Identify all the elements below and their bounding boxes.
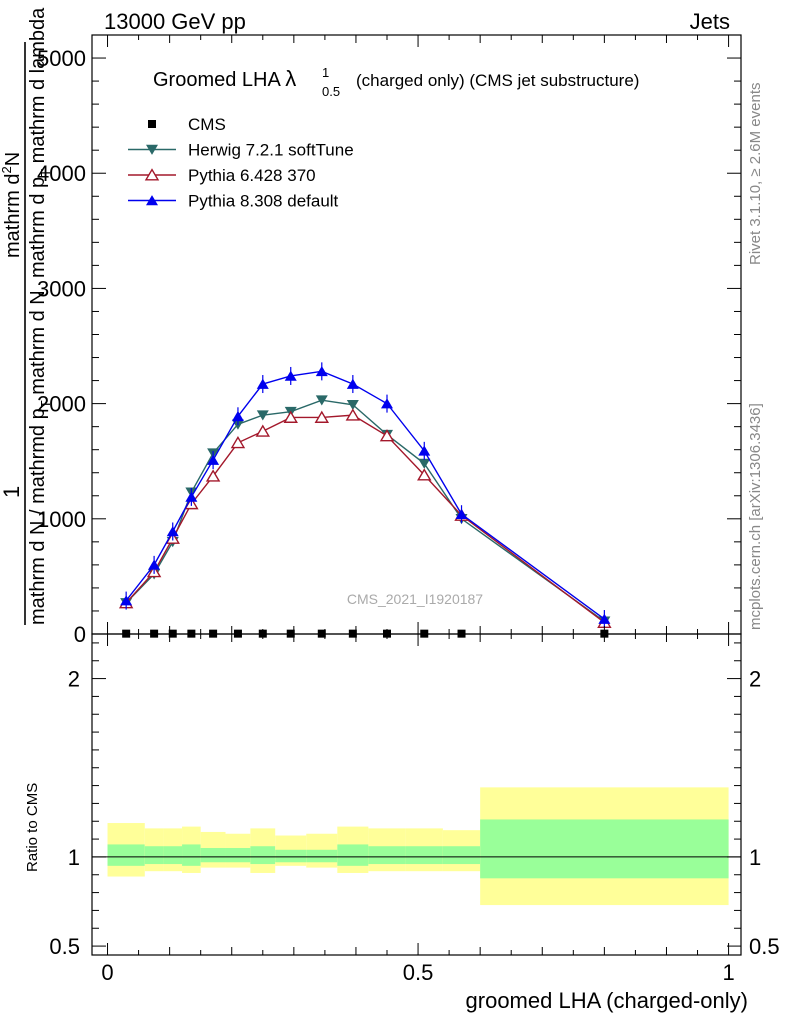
point-pythia8-3 xyxy=(185,491,198,502)
header-right: Jets xyxy=(690,9,730,34)
band-inner-12 xyxy=(442,846,481,865)
title-lambda-sub: 0.5 xyxy=(322,84,340,99)
y-tick-label-ratio-left-2: 2 xyxy=(68,667,80,692)
y-tick-label-ratio-left-0: 0.5 xyxy=(49,934,80,959)
point-pythia8-7 xyxy=(284,370,297,381)
point-pythia6-6 xyxy=(255,424,271,437)
y-axis-label-ratio: Ratio to CMS xyxy=(24,783,41,872)
point-pythia8-4 xyxy=(207,454,220,465)
y-tick-label-main-1: 1000 xyxy=(37,507,86,532)
point-herwig-11 xyxy=(418,458,431,469)
y-axis-label-main: 1 mathrm d2N mathrm d pT mathrm d lambda… xyxy=(0,7,53,625)
point-pythia6-10 xyxy=(379,429,395,442)
ylabel-numerator-1: mathrm d2N xyxy=(0,152,24,258)
ylabel-numerator-2: mathrm d pT mathrm d lambda xyxy=(27,7,53,278)
point-herwig-8 xyxy=(315,395,328,406)
band-inner-4 xyxy=(200,848,226,863)
series-line-herwig xyxy=(125,399,605,622)
point-pythia6-5 xyxy=(230,436,246,449)
legend-marker-cms xyxy=(148,120,156,128)
point-pythia8-8 xyxy=(315,365,328,377)
point-pythia8-2 xyxy=(166,526,179,537)
point-pythia8-1 xyxy=(148,559,161,570)
title-prefix: Groomed LHA xyxy=(153,69,285,91)
point-pythia8-5 xyxy=(231,410,244,422)
title-suffix: (charged only) (CMS jet substructure) xyxy=(356,71,639,90)
point-herwig-6 xyxy=(256,410,269,421)
band-inner-8 xyxy=(306,849,338,863)
title-lambda-sup: 1 xyxy=(322,65,329,80)
header-left: 13000 GeV pp xyxy=(104,9,246,34)
band-inner-1 xyxy=(144,846,164,865)
plot-axes: 0 0.5 1 0 1000 2000 3000 4000 5000 0.5 0.5 1 1 2 2 xyxy=(37,34,780,985)
x-tick-label-1: 0.5 xyxy=(403,960,434,985)
y-tick-label-main-2: 2000 xyxy=(37,392,86,417)
band-inner-2 xyxy=(163,846,183,865)
legend: CMS Herwig 7.2.1 softTune Pythia 6.428 370… xyxy=(128,115,354,211)
y-tick-label-ratio-right-0: 0.5 xyxy=(749,934,780,959)
legend-marker-herwig xyxy=(146,144,158,155)
x-tick-label-0: 0 xyxy=(101,960,113,985)
y-tick-label-main-3: 3000 xyxy=(37,276,86,301)
band-inner-6 xyxy=(250,846,276,865)
y-tick-label-main-0: 0 xyxy=(74,622,86,647)
analysis-watermark: CMS_2021_I1920187 xyxy=(347,591,483,607)
legend-label-herwig: Herwig 7.2.1 softTune xyxy=(188,141,354,160)
point-pythia6-4 xyxy=(205,469,221,482)
y-tick-label-ratio-right-1: 1 xyxy=(749,845,761,870)
series-pythia8 xyxy=(120,362,611,629)
band-inner-5 xyxy=(225,848,251,863)
point-pythia6-9 xyxy=(345,408,361,421)
title-lambda: λ xyxy=(285,66,296,91)
rivet-version-label: Rivet 3.1.10, ≥ 2.6M events xyxy=(747,83,764,266)
point-pythia8-0 xyxy=(120,595,133,606)
series-line-pythia8 xyxy=(125,370,605,620)
band-inner-10 xyxy=(368,846,406,865)
x-tick-label-2: 1 xyxy=(722,960,734,985)
y-tick-label-ratio-right-2: 2 xyxy=(749,667,761,692)
x-axis-label: groomed LHA (charged-only) xyxy=(466,988,748,1013)
band-inner-0 xyxy=(107,844,145,866)
point-pythia8-9 xyxy=(346,378,359,389)
legend-marker-pythia6 xyxy=(144,168,160,181)
legend-marker-pythia8 xyxy=(146,195,158,206)
band-inner-9 xyxy=(337,844,369,866)
ratio-uncertainty-bands xyxy=(92,787,741,906)
point-pythia8-11 xyxy=(418,445,431,456)
legend-label-pythia8: Pythia 8.308 default xyxy=(188,192,339,211)
point-pythia8-6 xyxy=(256,378,269,389)
point-pythia8-13 xyxy=(598,613,611,624)
main-plot-title: Groomed LHA λ xyxy=(153,66,296,91)
y-tick-label-main-4: 4000 xyxy=(37,161,86,186)
point-pythia6-11 xyxy=(417,468,432,481)
band-inner-13 xyxy=(480,819,729,879)
legend-label-cms: CMS xyxy=(188,115,226,134)
legend-label-pythia6: Pythia 6.428 370 xyxy=(188,166,316,185)
y-tick-label-main-5: 5000 xyxy=(37,46,86,71)
y-tick-label-ratio-left-1: 1 xyxy=(68,845,80,870)
ratio-plot-frame xyxy=(91,633,742,956)
band-inner-3 xyxy=(182,844,201,866)
point-pythia6-7 xyxy=(283,410,298,423)
point-pythia6-8 xyxy=(314,410,330,423)
ylabel-one: 1 xyxy=(0,486,24,498)
point-pythia8-10 xyxy=(381,398,393,409)
band-inner-11 xyxy=(405,846,443,865)
mcplots-label: mcplots.cern.ch [arXiv:1306.3436] xyxy=(747,403,764,630)
point-herwig-9 xyxy=(346,399,359,411)
band-inner-7 xyxy=(275,849,307,863)
ylabel-denominator: mathrm d N / mathrmd pT mathrm d N xyxy=(27,290,53,625)
point-pythia8-12 xyxy=(455,508,468,519)
